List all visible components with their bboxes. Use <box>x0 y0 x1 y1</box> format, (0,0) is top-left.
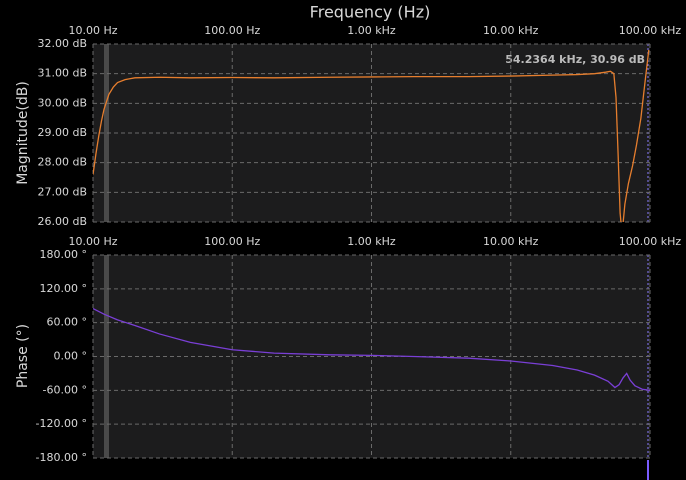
x-tick-label: 100.00 Hz <box>204 24 260 37</box>
x-tick-label: 1.00 kHz <box>347 24 396 37</box>
cursor-handle[interactable] <box>647 460 649 480</box>
y-tick-label: 30.00 dB <box>37 96 87 109</box>
x-tick-label: 10.00 Hz <box>68 24 117 37</box>
data-line <box>93 307 650 391</box>
y-axis-title: Magnitude(dB) <box>15 81 31 185</box>
y-tick-label: 0.00 ° <box>54 350 88 363</box>
x-axis-title: Frequency (Hz) <box>310 3 431 22</box>
y-tick-label: 31.00 dB <box>37 67 87 80</box>
x-tick-label: 10.00 kHz <box>483 235 539 248</box>
cursor-annotation: 54.2364 kHz, 30.96 dB <box>505 53 645 66</box>
x-tick-label: 10.00 Hz <box>68 235 117 248</box>
plot-area <box>93 49 650 222</box>
y-axis-title: Phase (°) <box>15 324 31 388</box>
x-tick-label: 100.00 kHz <box>619 235 682 248</box>
x-tick-label: 100.00 kHz <box>619 24 682 37</box>
marker-band <box>104 44 109 222</box>
y-tick-label: 27.00 dB <box>37 185 87 198</box>
marker-band <box>104 255 109 458</box>
x-tick-label: 1.00 kHz <box>347 235 396 248</box>
y-tick-label: 29.00 dB <box>37 126 87 139</box>
plot-area <box>93 307 650 391</box>
x-tick-label: 10.00 kHz <box>483 24 539 37</box>
y-tick-label: 32.00 dB <box>37 37 87 50</box>
y-tick-label: 120.00 ° <box>40 282 88 295</box>
y-tick-label: -120.00 ° <box>36 417 87 430</box>
magnitude-panel <box>93 44 650 222</box>
y-tick-label: -180.00 ° <box>36 451 87 464</box>
y-tick-label: 60.00 ° <box>47 316 88 329</box>
y-tick-label: -60.00 ° <box>43 383 87 396</box>
y-tick-label: 28.00 dB <box>37 156 87 169</box>
x-tick-label: 100.00 Hz <box>204 235 260 248</box>
y-tick-label: 180.00 ° <box>40 248 88 261</box>
y-tick-label: 26.00 dB <box>37 215 87 228</box>
data-line <box>93 49 650 222</box>
